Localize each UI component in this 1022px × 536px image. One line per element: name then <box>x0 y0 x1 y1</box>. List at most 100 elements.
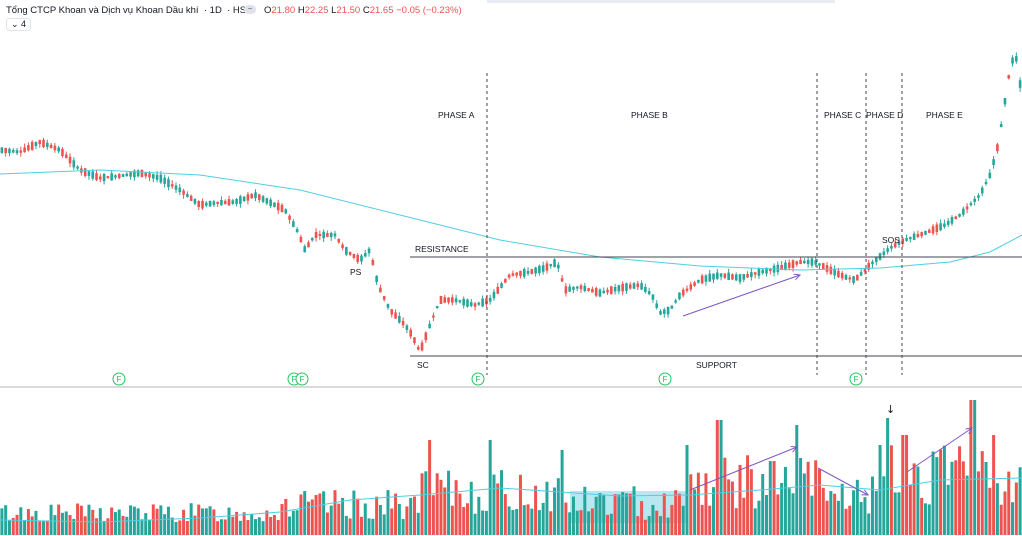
volume-bar <box>148 520 152 535</box>
candle-body <box>681 289 685 296</box>
candle-body <box>526 270 530 274</box>
volume-bar <box>598 492 602 535</box>
volume-bar <box>428 440 432 535</box>
event-marker-icon <box>112 372 126 386</box>
volume-bar <box>602 495 606 535</box>
phase-b-label: PHASE B <box>631 110 668 120</box>
candle-body <box>193 198 197 204</box>
candle-body <box>409 329 412 337</box>
candle-body <box>140 169 144 178</box>
candle-body <box>148 173 151 178</box>
ohlc-readout: O21.80 H22.25 L21.50 C21.65 −0.05 (−0.23… <box>264 5 462 16</box>
candle-body <box>795 261 799 265</box>
candle-body <box>242 196 246 202</box>
candle-body <box>110 173 113 181</box>
volume-bar <box>322 491 326 535</box>
candle-body <box>897 241 901 245</box>
candle-body <box>95 173 98 180</box>
volume-bar <box>378 504 382 535</box>
candle-body <box>345 247 348 255</box>
volume-bar <box>942 445 946 535</box>
candle-body <box>905 238 908 241</box>
candle-body <box>265 198 269 204</box>
volume-bar <box>295 510 299 535</box>
candle-body <box>734 274 738 281</box>
volume-bar <box>696 472 700 535</box>
candle-body <box>496 286 500 294</box>
candle-body <box>886 248 889 252</box>
candle-body <box>560 278 564 282</box>
candle-body <box>632 283 636 289</box>
volume-bar <box>265 510 269 535</box>
candle-body <box>606 289 609 293</box>
candle-body <box>814 260 818 265</box>
volume-bar <box>496 483 500 535</box>
candle-body <box>186 194 189 197</box>
candle-body <box>348 251 352 255</box>
candle-body <box>1003 98 1007 105</box>
candle-body <box>314 231 318 239</box>
volume-bar <box>814 460 818 535</box>
candle-body <box>534 267 537 274</box>
volume-bar <box>144 513 148 535</box>
ps-label: PS <box>350 267 362 277</box>
candle-body <box>988 172 992 178</box>
candle-body <box>610 286 613 294</box>
candle-body <box>416 347 420 350</box>
symbol-name: Tổng CTCP Khoan và Dịch vụ Khoan Dầu khí <box>6 5 199 16</box>
high-value: 22.25 <box>304 5 329 16</box>
volume-bar <box>867 513 871 535</box>
volume-bar <box>291 510 295 535</box>
candle-body <box>840 272 844 279</box>
volume-bar <box>140 519 144 535</box>
volume-bar <box>269 516 273 535</box>
close-value: 21.65 <box>369 5 394 16</box>
candle-body <box>965 206 969 210</box>
candle-body <box>129 172 132 177</box>
event-marker-letter: F <box>117 375 122 384</box>
resistance-label: RESISTANCE <box>415 244 469 254</box>
volume-bar <box>889 445 893 535</box>
volume-bar <box>288 516 292 535</box>
candle-body <box>564 286 568 294</box>
volume-bar <box>863 497 867 535</box>
volume-bar <box>299 494 303 535</box>
candle-body <box>473 303 477 307</box>
volume-bar <box>242 512 246 535</box>
candle-body <box>299 236 303 243</box>
volume-bar <box>1011 502 1015 535</box>
volume-bar <box>923 503 927 535</box>
volume-bar <box>685 445 689 535</box>
volume-bar <box>848 505 852 535</box>
volume-bar <box>908 484 912 535</box>
volume-bar <box>829 491 833 535</box>
candle-body <box>962 208 965 215</box>
candle-body <box>939 223 942 231</box>
interval-label[interactable]: 1D <box>209 5 222 16</box>
candle-body <box>239 196 242 204</box>
symbol-title[interactable]: Tổng CTCP Khoan và Dịch vụ Khoan Dầu khí… <box>6 5 253 16</box>
candle-body <box>992 159 995 166</box>
candle-body <box>451 297 454 303</box>
volume-bar <box>481 510 485 535</box>
volume-bar <box>306 501 310 535</box>
volume-bar <box>844 508 848 535</box>
volume-bar <box>1007 471 1011 535</box>
candle-body <box>575 286 579 289</box>
candle-body <box>30 141 34 150</box>
candle-body <box>507 274 511 278</box>
volume-bar <box>753 508 757 535</box>
candle-body <box>117 174 121 179</box>
volume-bar <box>821 487 825 535</box>
indicators-toggle[interactable]: ⌄ 4 <box>6 18 32 31</box>
chevron-collapse-icon[interactable]: − <box>244 5 256 14</box>
candle-body <box>848 277 852 280</box>
candle-body <box>912 233 916 240</box>
candle-body <box>557 264 560 269</box>
volume-bar <box>852 490 856 535</box>
candle-body <box>655 303 659 308</box>
candle-body <box>322 231 325 239</box>
candle-body <box>958 213 961 217</box>
candle-body <box>890 245 893 249</box>
